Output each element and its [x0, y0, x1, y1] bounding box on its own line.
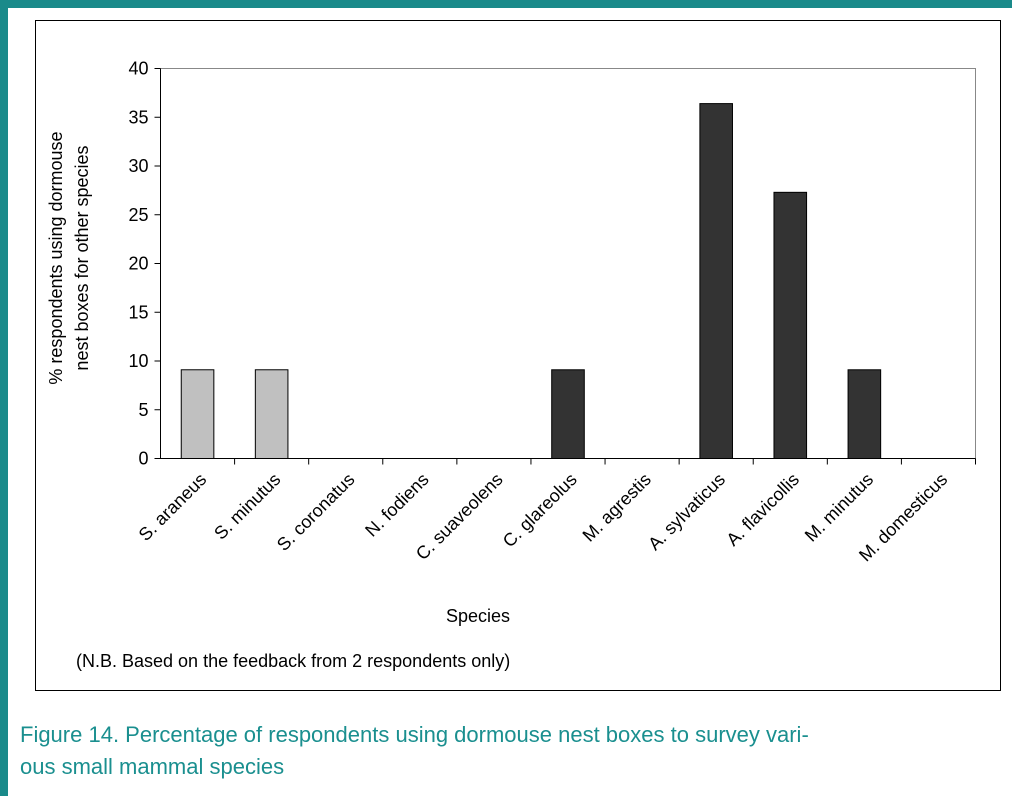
y-tick-label: 35 [128, 107, 148, 127]
left-border [0, 0, 8, 796]
y-tick-label: 25 [128, 205, 148, 225]
x-tick-label: N. fodiens [361, 469, 432, 540]
x-tick-label: A. flavicollis [722, 469, 803, 550]
x-tick-label: S. coronatus [273, 469, 359, 555]
y-tick-label: 5 [138, 400, 148, 420]
bar [847, 369, 882, 459]
y-tick-label: 20 [128, 254, 148, 274]
y-tick-label: 10 [128, 351, 148, 371]
y-tick-label: 15 [128, 302, 148, 322]
x-tick-label: C. glareolus [499, 469, 581, 551]
bar [180, 369, 215, 459]
note: (N.B. Based on the feedback from 2 respo… [76, 651, 510, 671]
x-axis-label: Species [446, 606, 510, 626]
caption: Figure 14. Percentage of respondents usi… [20, 722, 809, 747]
top-border [0, 0, 1012, 8]
y-axis-label: % respondents using dormouse [46, 131, 66, 384]
chart-frame [35, 20, 1001, 691]
bar [699, 103, 733, 459]
y-axis-label: nest boxes for other species [72, 145, 92, 370]
x-tick-label: M. minutus [801, 469, 877, 545]
y-tick-label: 30 [128, 156, 148, 176]
x-tick-label: M. agrestis [579, 469, 655, 545]
bar [551, 369, 585, 459]
bar [773, 191, 808, 459]
caption: ous small mammal species [20, 754, 284, 779]
x-tick-label: S. minutus [210, 469, 284, 543]
y-tick-label: 0 [138, 449, 148, 469]
y-tick-label: 40 [128, 59, 148, 79]
x-tick-label: S. araneus [135, 469, 211, 545]
x-tick-label: A. sylvaticus [644, 469, 729, 554]
bar [254, 369, 289, 459]
